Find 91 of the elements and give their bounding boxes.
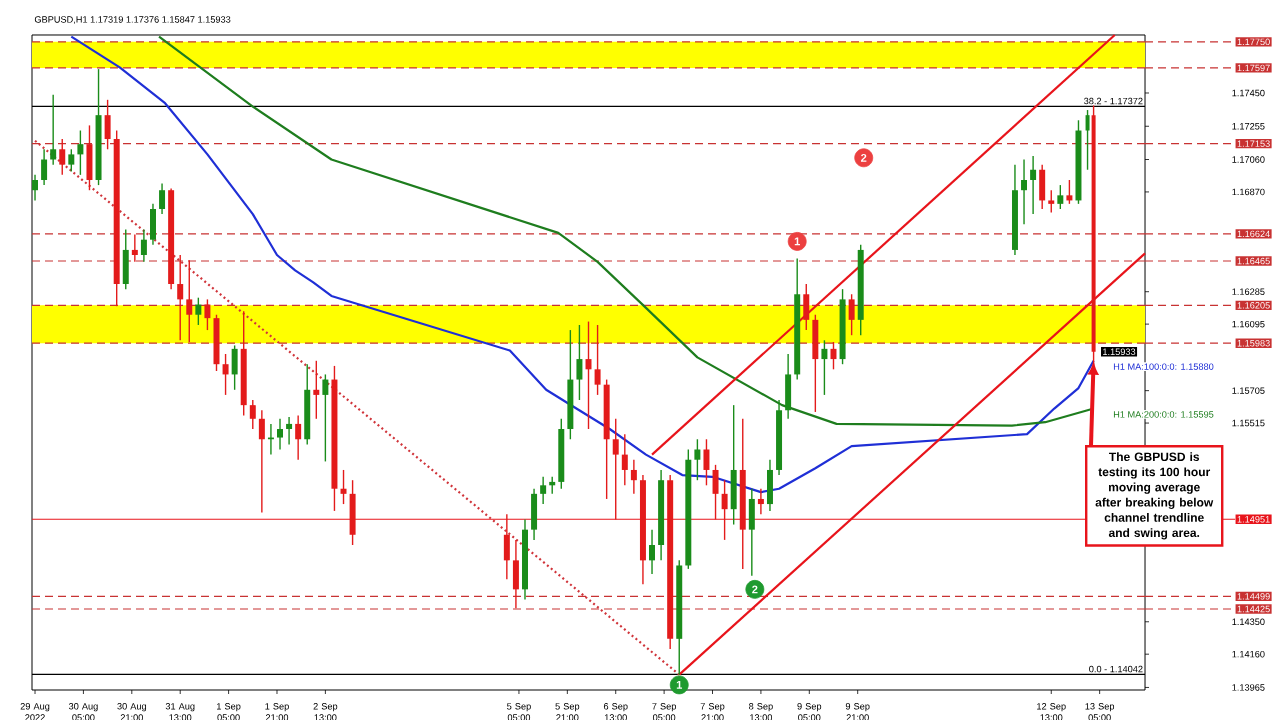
x-tick-label: 5 Sep 21:00	[555, 703, 580, 720]
y-tick-label: 1.16870	[1232, 188, 1265, 196]
annotation: 1.15933	[1103, 348, 1136, 356]
y-tick-label: 1.17450	[1232, 89, 1265, 97]
x-tick-label: 29 Aug 2022	[20, 703, 50, 720]
x-tick-label: 7 Sep 21:00	[700, 703, 725, 720]
candlestick	[757, 488, 764, 515]
x-tick-label: 9 Sep 05:00	[797, 703, 822, 720]
ref-line-label: 1.16465	[1237, 257, 1270, 265]
x-tick-label: 1 Sep 21:00	[265, 703, 289, 720]
y-tick-label: 1.15705	[1232, 387, 1265, 394]
y-tick-label: 1.14160	[1232, 650, 1265, 658]
point	[669, 675, 689, 695]
x-tick-label: 6 Sep 13:00	[603, 703, 628, 720]
x-tick-label: 30 Aug 05:00	[68, 703, 98, 720]
text: H1 MA:100:0:0: 1.15880	[1113, 363, 1214, 370]
candlestick	[104, 99, 111, 150]
candlestick	[621, 433, 628, 487]
y-tick-label: 1.15515	[1232, 419, 1265, 427]
candlestick	[594, 324, 601, 396]
candlestick	[1066, 179, 1073, 205]
ref-line-label: 1.14499	[1237, 593, 1270, 600]
y-tick-label: 1.14350	[1232, 618, 1265, 626]
candlestick	[585, 320, 592, 430]
candlestick	[186, 259, 193, 343]
y-tick-label: 1.13965	[1232, 684, 1265, 691]
y-tick-label: 1.17060	[1232, 156, 1265, 163]
x-tick-label: 12 Sep 13:00	[1037, 703, 1066, 720]
candlestick	[277, 418, 283, 451]
ref-line-label: 1.16624	[1237, 230, 1270, 238]
annotation: 2	[861, 153, 867, 162]
x-tick-label: 7 Sep 05:00	[652, 703, 676, 720]
candlestick	[649, 528, 656, 575]
candlestick	[258, 409, 265, 514]
ref-line-label: 1.17750	[1237, 38, 1270, 46]
candlestick	[41, 148, 48, 186]
candlestick	[131, 233, 138, 263]
candlestick	[286, 416, 293, 446]
candlestick	[313, 360, 320, 420]
ref-line-label: 1.17597	[1237, 64, 1270, 72]
ref-line-label: 1.14951	[1237, 516, 1270, 523]
candlestick	[50, 94, 57, 166]
candlestick	[222, 353, 229, 396]
candlestick	[576, 324, 583, 401]
candlestick	[703, 438, 710, 487]
candlestick	[694, 438, 701, 481]
x-tick-label: 2 Sep 13:00	[313, 703, 338, 720]
ref-line-label: 1.16205	[1237, 302, 1270, 309]
y-tick-label: 1.16285	[1232, 288, 1265, 295]
candlestick	[295, 414, 302, 461]
x-tick-label: 31 Aug 13:00	[165, 703, 195, 720]
candlestick	[1030, 155, 1037, 215]
candlestick	[68, 148, 75, 173]
annotation: 38.2 - 1.17372	[1084, 97, 1143, 105]
x-tick-label: 30 Aug 21:00	[117, 703, 147, 720]
ref-line-label: 1.15983	[1237, 339, 1270, 347]
candlestick	[1085, 109, 1090, 171]
candlestick	[249, 399, 256, 430]
chart-title: GBPUSD,H1 1.17319 1.17376 1.15847 1.15933	[34, 16, 231, 24]
x-tick-label: 5 Sep 05:00	[507, 703, 531, 720]
candlestick	[204, 298, 211, 331]
x-tick-label: 9 Sep 21:00	[845, 703, 870, 720]
text: H1 MA:200:0:0: 1.15595	[1113, 411, 1214, 418]
x-tick-label: 8 Sep 13:00	[749, 703, 773, 720]
candlestick	[821, 339, 828, 396]
candlestick	[195, 296, 202, 326]
candlestick	[159, 182, 166, 215]
x-tick-label: 13 Sep 05:00	[1085, 703, 1115, 720]
candlestick	[630, 459, 637, 495]
annotation: 0.0 - 1.14042	[1089, 665, 1143, 673]
candlestick	[140, 228, 147, 263]
y-tick-label: 1.16095	[1232, 320, 1265, 328]
annotation: 1	[794, 237, 800, 246]
ref-line-label: 1.17153	[1237, 140, 1270, 147]
candlestick	[322, 373, 329, 463]
candlestick	[1021, 158, 1028, 226]
candlestick	[177, 254, 184, 342]
candlestick	[32, 174, 39, 202]
candlestick	[540, 476, 547, 505]
annotation: 1	[676, 681, 683, 689]
candlestick	[77, 129, 84, 176]
y-tick-label: 1.17255	[1232, 123, 1265, 130]
annotation: 2	[752, 585, 758, 594]
x-tick-label: 1 Sep 05:00	[217, 703, 241, 720]
candlestick	[1057, 184, 1064, 210]
candlestick	[848, 293, 855, 336]
annotation: The GBPUSD is testing its 100 hour moving average after breaking below channel trendline and swing area.	[1095, 452, 1214, 540]
ref-line-label: 1.14425	[1237, 605, 1270, 613]
candlestick	[1048, 189, 1055, 214]
candlestick	[340, 469, 347, 505]
candlestick	[59, 138, 66, 176]
